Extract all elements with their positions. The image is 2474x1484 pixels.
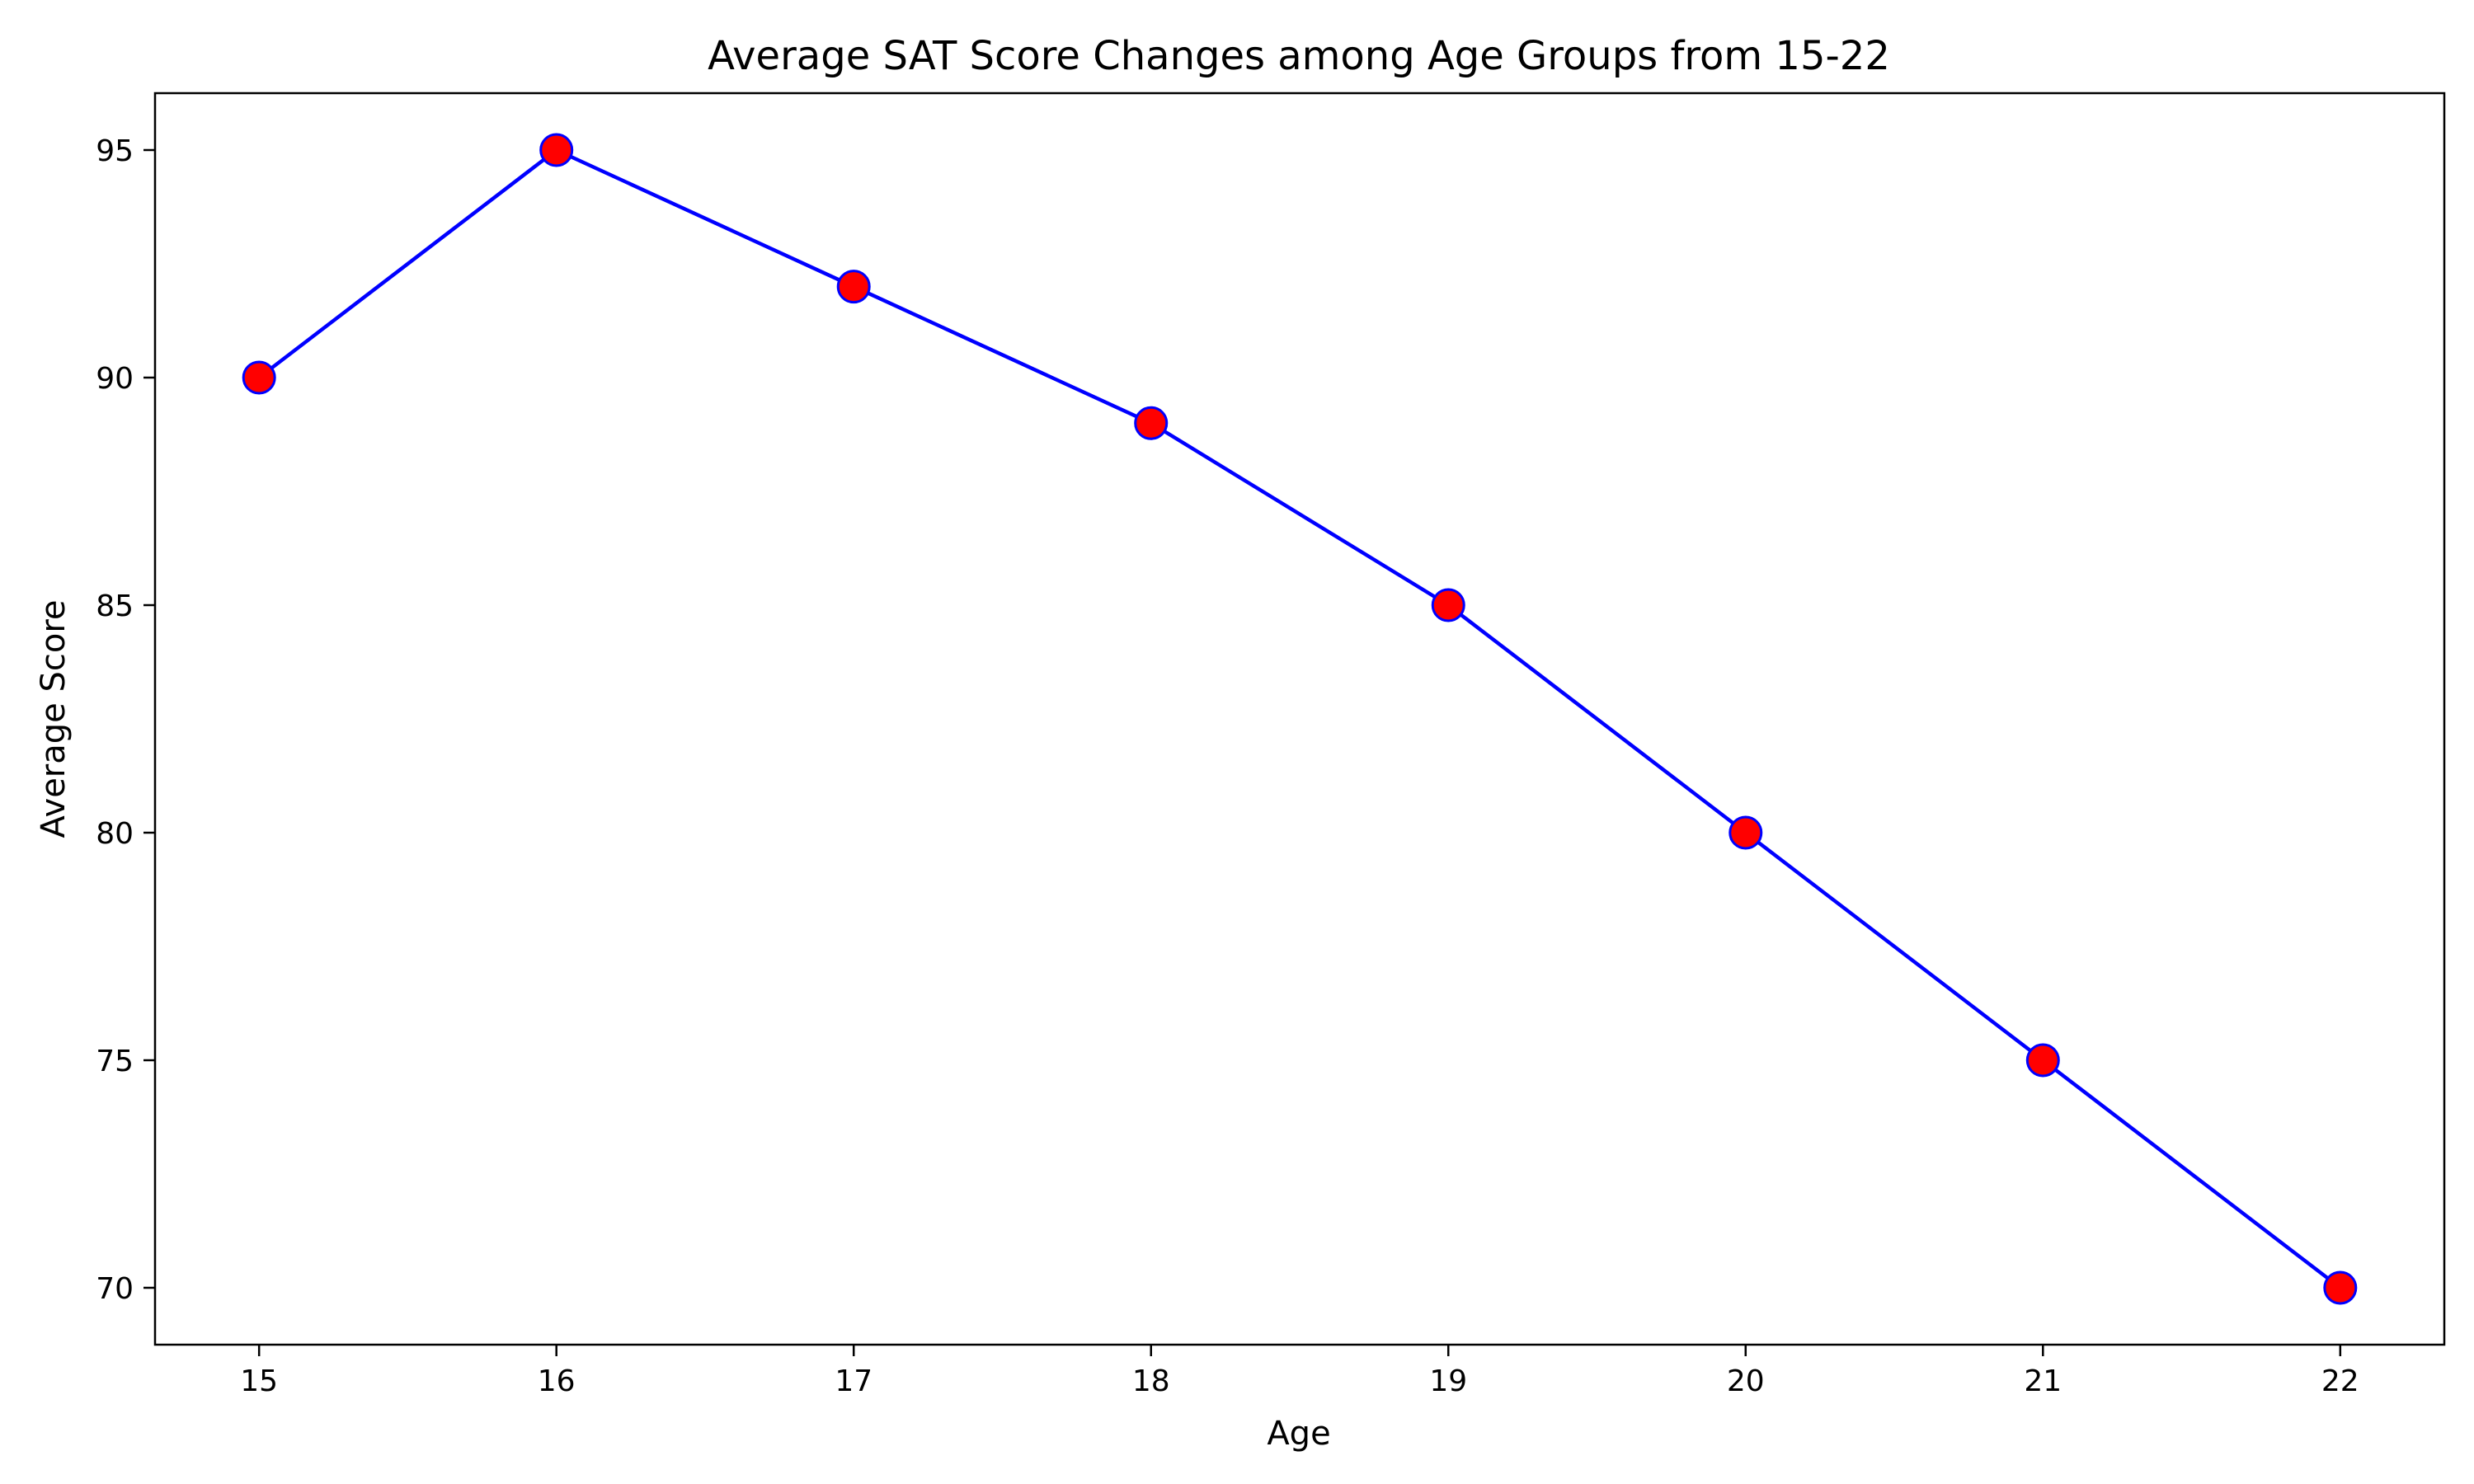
chart-title: Average SAT Score Changes among Age Grou… <box>708 33 1890 79</box>
data-point <box>1134 406 1169 440</box>
y-axis: 70 75 80 85 90 95 <box>96 134 155 1306</box>
x-tick-label: 15 <box>240 1364 278 1398</box>
plot-frame <box>153 92 2446 1346</box>
x-tick-label: 22 <box>2321 1364 2359 1398</box>
data-point <box>539 133 574 167</box>
y-tick-label: 95 <box>96 134 134 168</box>
data-point <box>1431 588 1465 622</box>
y-tick-label: 90 <box>96 362 134 396</box>
x-tick-label: 21 <box>2024 1364 2062 1398</box>
x-tick-label: 16 <box>538 1364 576 1398</box>
data-point <box>2323 1270 2358 1305</box>
x-tick-label: 17 <box>835 1364 872 1398</box>
y-tick-label: 85 <box>96 589 134 623</box>
y-tick-label: 70 <box>96 1272 134 1306</box>
x-tick-label: 19 <box>1429 1364 1467 1398</box>
y-axis-label: Average Score <box>35 599 73 838</box>
series-line <box>257 148 2342 1289</box>
data-point <box>2025 1043 2060 1078</box>
data-point <box>1729 815 1763 850</box>
y-tick-label: 75 <box>96 1045 134 1078</box>
x-tick-label: 18 <box>1132 1364 1170 1398</box>
x-axis: 15 16 17 18 19 20 21 22 <box>240 1345 2359 1398</box>
y-tick-label: 80 <box>96 817 134 851</box>
x-axis-label: Age <box>1267 1415 1330 1453</box>
data-point <box>242 360 276 395</box>
x-tick-label: 20 <box>1727 1364 1765 1398</box>
plot-area <box>242 133 2358 1305</box>
data-point <box>836 270 871 304</box>
